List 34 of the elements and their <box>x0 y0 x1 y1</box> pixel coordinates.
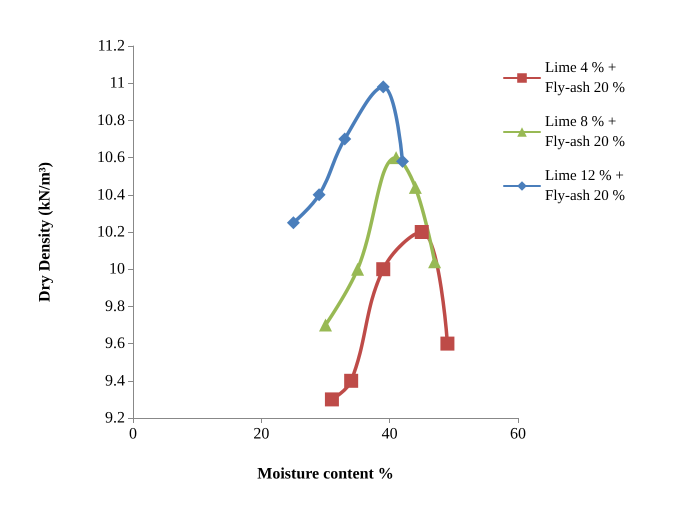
point <box>324 392 339 406</box>
point <box>408 180 422 194</box>
y-tick-label: 9.4 <box>105 372 125 390</box>
y-tick-label: 11 <box>110 74 125 92</box>
x-tick-label: 60 <box>510 426 526 442</box>
point <box>286 216 300 230</box>
point <box>319 318 332 332</box>
y-tick-label: 11.2 <box>98 38 125 54</box>
point <box>428 255 442 268</box>
point <box>414 225 429 239</box>
y-tick-label: 10 <box>109 260 125 278</box>
legend-label: Lime 8 % + Fly-ash 20 % <box>545 114 625 150</box>
point <box>338 132 352 146</box>
y-tick-label: 9.6 <box>105 335 125 352</box>
point <box>396 154 409 168</box>
y-tick-label: 9.8 <box>105 298 125 315</box>
x-tick-label: 0 <box>129 426 137 442</box>
point <box>351 262 364 276</box>
y-tick-label: 10.2 <box>97 224 125 240</box>
x-axis-title: Moisture content % <box>257 466 394 482</box>
y-tick-label: 9.2 <box>105 410 125 426</box>
y-tick-label: 10.4 <box>97 186 125 204</box>
y-tick-label: 10.6 <box>97 149 125 166</box>
y-axis-title: Dry Density (kN/m³) <box>36 162 54 302</box>
point <box>312 188 326 202</box>
point <box>376 262 390 276</box>
point <box>376 80 390 94</box>
x-tick-label: 40 <box>382 426 398 442</box>
legend-label: Lime 12 % + Fly-ash 20 % <box>545 168 628 204</box>
legend-label: Lime 4 % + Fly-ash 20 % <box>545 60 625 96</box>
x-tick-label: 20 <box>253 426 270 442</box>
point <box>344 374 358 388</box>
y-tick-label: 10.8 <box>97 112 125 129</box>
point <box>440 336 454 351</box>
